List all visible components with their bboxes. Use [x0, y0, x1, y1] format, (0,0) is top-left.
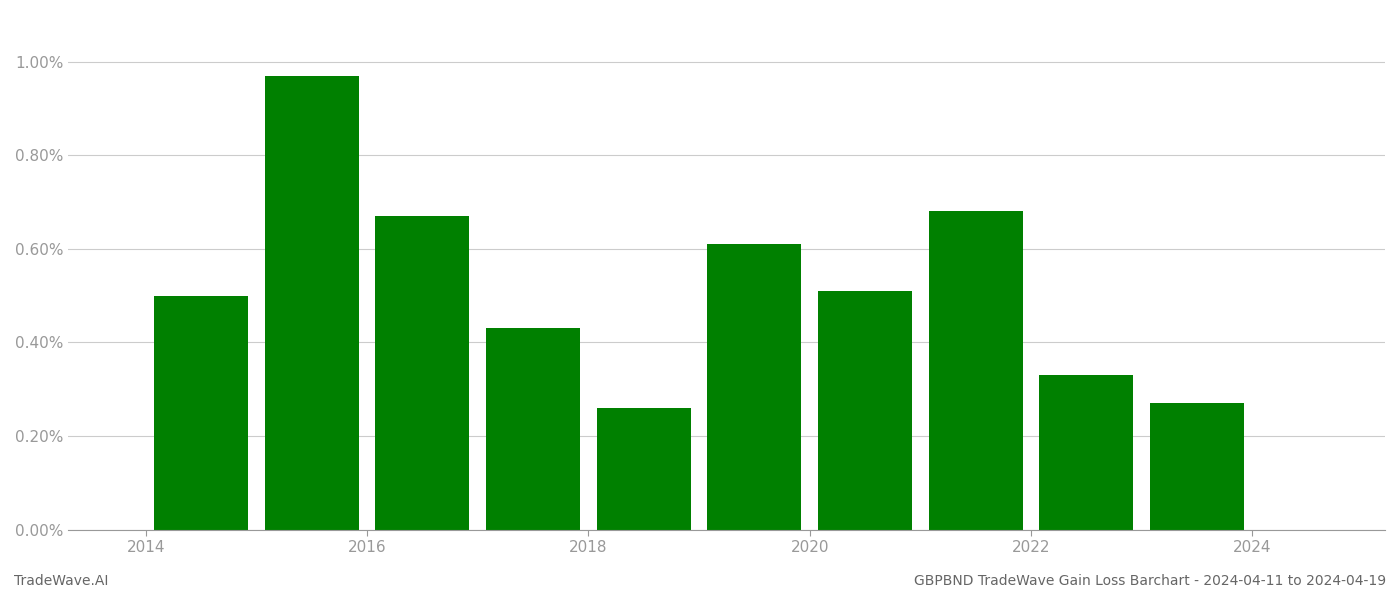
Bar	[486, 328, 580, 530]
Bar	[1149, 403, 1245, 530]
Bar	[596, 408, 690, 530]
Text: GBPBND TradeWave Gain Loss Barchart - 2024-04-11 to 2024-04-19: GBPBND TradeWave Gain Loss Barchart - 20…	[914, 574, 1386, 588]
Text: TradeWave.AI: TradeWave.AI	[14, 574, 108, 588]
Bar	[375, 216, 469, 530]
Bar	[707, 244, 801, 530]
Bar	[928, 211, 1022, 530]
Bar	[265, 76, 358, 530]
Bar	[818, 291, 911, 530]
Bar	[1039, 375, 1133, 530]
Bar	[154, 296, 248, 530]
